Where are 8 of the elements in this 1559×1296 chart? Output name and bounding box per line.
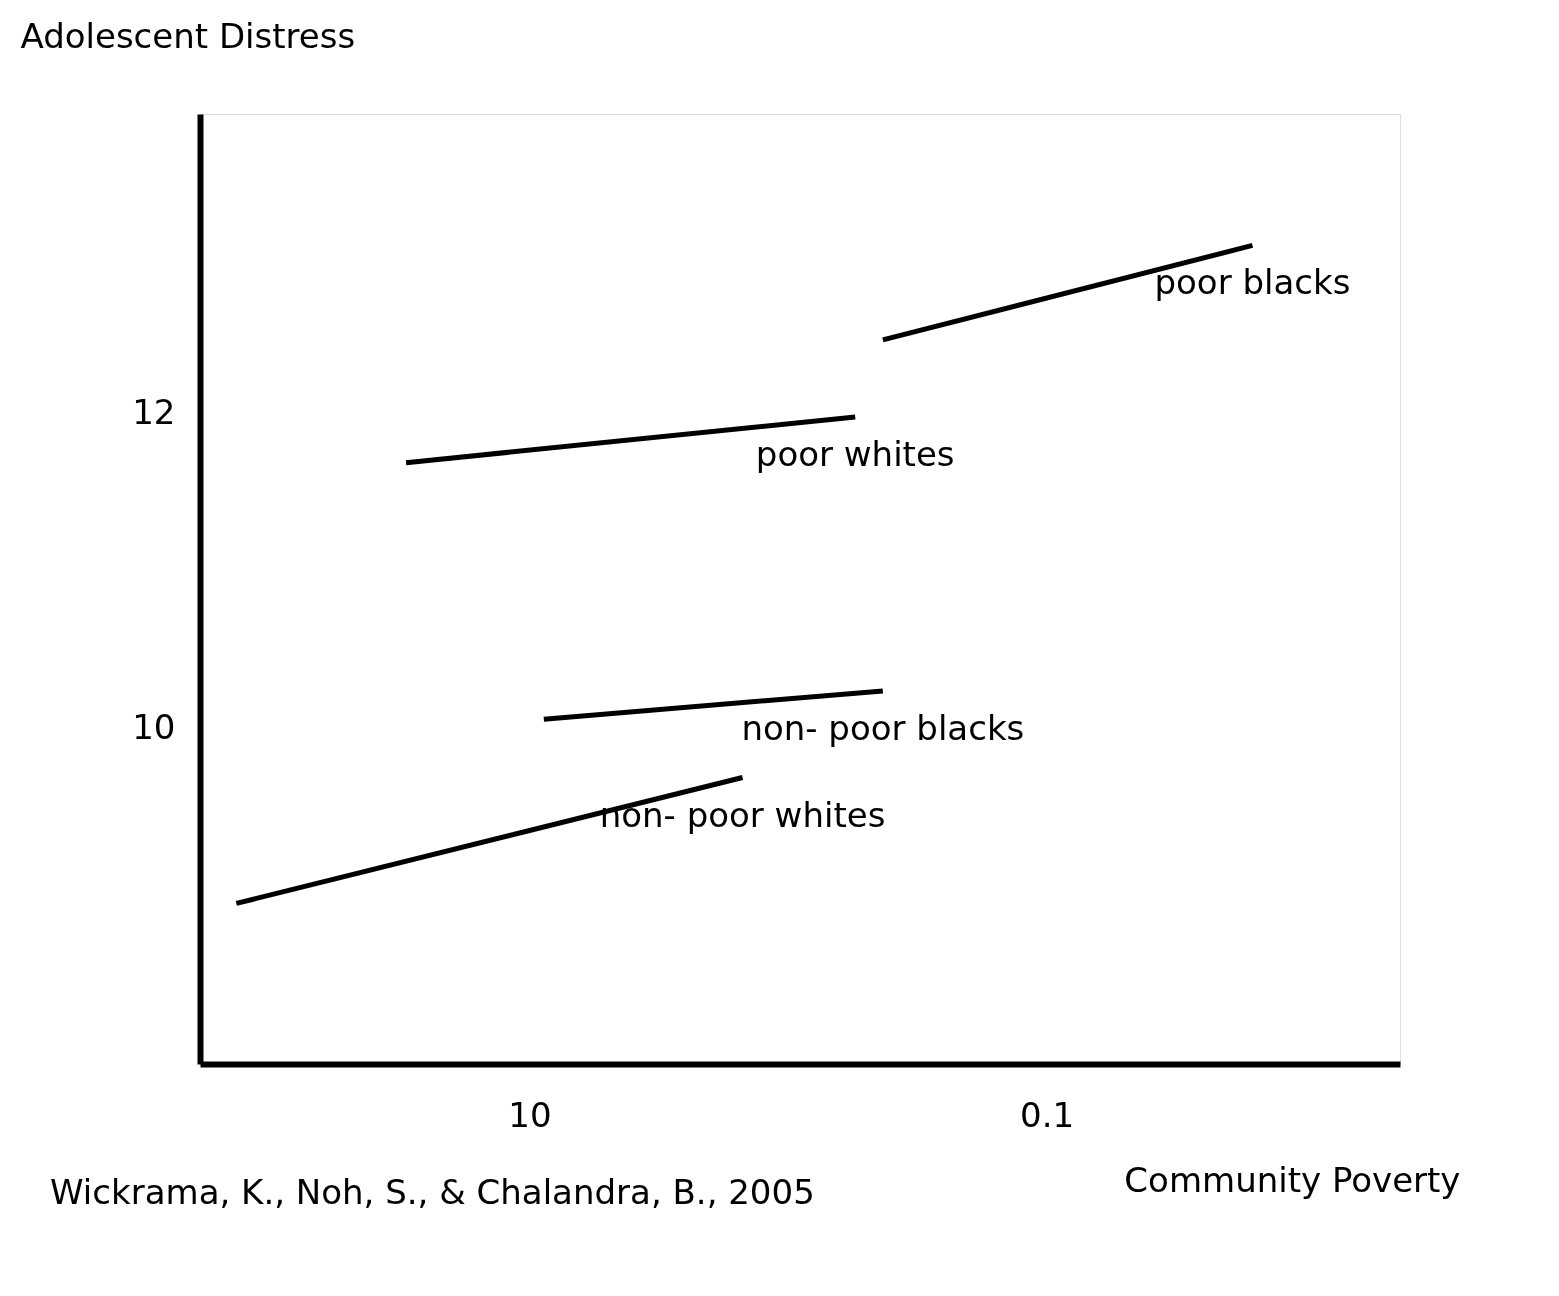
x-axis-title: Community Poverty (1124, 1159, 1461, 1200)
y-tick-label: 12 (132, 392, 176, 433)
y-axis-title: Adolescent Distress (20, 15, 356, 56)
series-label: non- poor blacks (741, 707, 1025, 748)
text: Wickrama, K., Noh, S., & Chalandra, B., 2005 (50, 1172, 815, 1212)
series-label: poor blacks (1154, 262, 1351, 303)
x-tick-label: 0.1 (1020, 1094, 1075, 1135)
series-label: poor whites (755, 434, 955, 475)
